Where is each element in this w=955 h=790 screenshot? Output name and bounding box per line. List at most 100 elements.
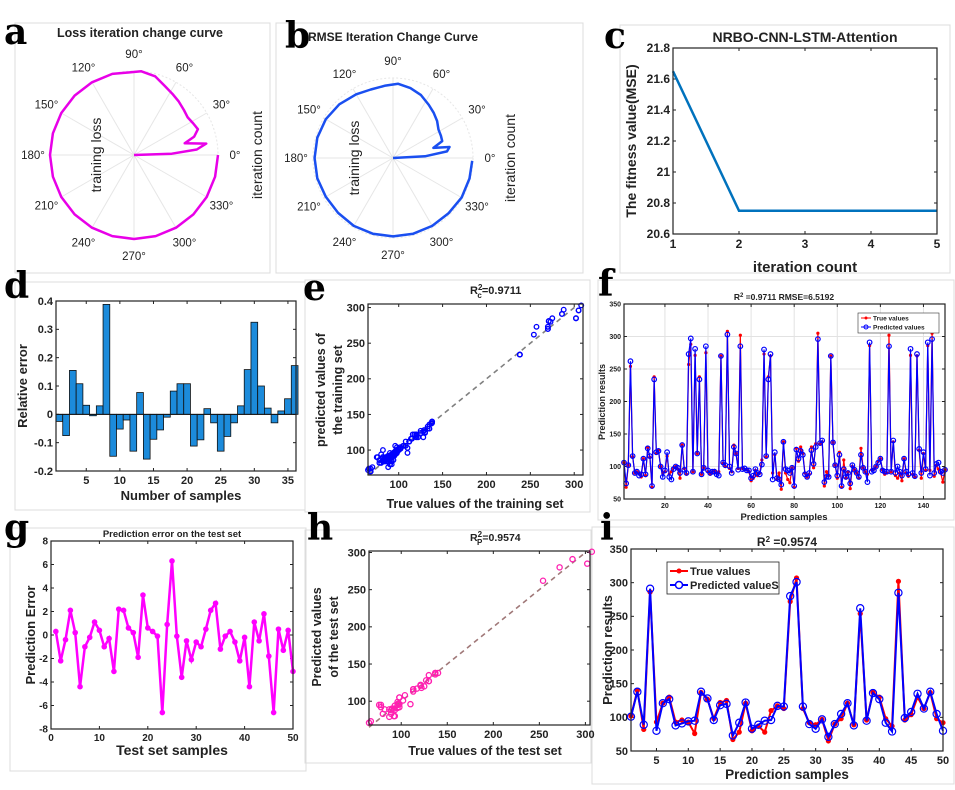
chart-e-ylabel-line1: predicted values of xyxy=(314,332,328,447)
panel-b-frame xyxy=(275,22,584,274)
chart-d-bar xyxy=(210,413,218,424)
chart-f-predicted-point xyxy=(750,472,757,479)
chart-f-predicted-point xyxy=(858,451,864,458)
chart-g-point xyxy=(53,628,59,635)
chart-f-predicted-point xyxy=(808,447,815,454)
chart-d-ylabel: Relative error xyxy=(15,344,30,428)
chart-h-xtick-label: 300 xyxy=(576,729,594,741)
chart-b-theta-tick-label: 240° xyxy=(333,237,357,249)
chart-d-bar xyxy=(69,370,77,415)
chart-d-bar xyxy=(257,385,265,415)
chart-f-predicted-point xyxy=(812,444,819,450)
chart-g-point xyxy=(67,607,74,614)
chart-h-point xyxy=(401,692,409,699)
chart-f-ytick-label: 200 xyxy=(609,399,621,406)
panel-h-frame xyxy=(304,529,592,764)
chart-i-predicted-point xyxy=(862,716,871,725)
chart-f-ytick-label: 150 xyxy=(609,431,621,438)
chart-a-polar-spoke xyxy=(91,154,135,228)
chart-d-xtick-label: 10 xyxy=(114,475,126,487)
chart-f-predicted-point xyxy=(627,358,634,365)
chart-d-xtick-label: 5 xyxy=(83,475,89,487)
chart-g-ytick-label: -2 xyxy=(39,654,48,665)
chart-f-predicted-point xyxy=(894,463,901,470)
chart-h-ytick-label: 200 xyxy=(348,622,366,634)
chart-b-theta-tick-label: 270° xyxy=(381,250,405,262)
chart-f-predicted-point xyxy=(679,442,686,448)
panel-letter-a: a xyxy=(4,11,27,53)
chart-f-predicted-point xyxy=(730,444,737,450)
chart-a-radial-label: training loss xyxy=(88,118,104,193)
chart-f-predicted-point xyxy=(920,449,927,456)
chart-i-xtick-label: 35 xyxy=(841,755,853,767)
chart-f-predicted-point xyxy=(931,470,938,476)
chart-h-point xyxy=(396,694,403,701)
chart-i-predicted-point xyxy=(754,720,763,729)
chart-d-bar xyxy=(122,413,131,421)
chart-i-ytick-label: 250 xyxy=(610,611,628,623)
chart-f-xtick-label: 20 xyxy=(661,503,669,510)
chart-i-ytick-label: 150 xyxy=(610,679,628,691)
chart-d-bar xyxy=(190,413,198,447)
chart-h-xtick-label: 250 xyxy=(530,729,548,741)
chart-i-predicted-point xyxy=(633,687,642,696)
chart-c-ytick-label: 21 xyxy=(657,165,671,179)
chart-d-xlabel: Number of samples xyxy=(121,488,242,503)
chart-e-point xyxy=(379,454,386,461)
chart-i-predicted-point xyxy=(690,716,699,725)
chart-a-theta-tick-label: 90° xyxy=(125,49,142,61)
chart-f-true-point xyxy=(887,333,891,337)
chart-f-axes-frame xyxy=(623,303,946,500)
chart-f-predicted-point xyxy=(778,481,785,488)
chart-e-xtick-label: 300 xyxy=(565,479,583,491)
chart-f-predicted-point xyxy=(819,437,826,444)
chart-f-predicted-point xyxy=(756,471,763,478)
chart-a-theta-tick-label: 150° xyxy=(35,100,59,112)
chart-a-theta-tick-label: 270° xyxy=(122,251,146,263)
chart-f-predicted-point xyxy=(726,463,733,470)
chart-b-theta-tick-label: 60° xyxy=(433,69,450,81)
chart-i-predicted-point xyxy=(798,702,808,711)
chart-e-point xyxy=(374,454,381,461)
chart-e-point xyxy=(417,427,424,434)
chart-f-predicted-point xyxy=(657,463,664,470)
chart-f-true-point xyxy=(859,446,863,450)
chart-b-theta-tick-label: 300° xyxy=(430,237,454,249)
chart-f-predicted-point xyxy=(644,445,651,452)
chart-a-polar-spoke xyxy=(133,154,207,198)
chart-f-predicted-point xyxy=(911,473,918,480)
chart-i-predicted-point xyxy=(773,701,782,711)
chart-a-polar-spoke xyxy=(91,82,135,156)
chart-i-predicted-point xyxy=(696,687,706,696)
chart-g-xtick-label: 40 xyxy=(239,733,251,744)
chart-f-predicted-point xyxy=(901,455,907,462)
chart-f-predicted-point xyxy=(728,470,735,476)
chart-h-axes: 100 150 200 250 300 100 150 200 250 300 xyxy=(348,547,595,741)
panel-letter-c: c xyxy=(604,15,626,57)
panel-letter-b: b xyxy=(285,15,310,57)
chart-h-point xyxy=(420,683,428,690)
chart-d-bar xyxy=(250,321,259,415)
chart-g-point xyxy=(256,638,262,644)
chart-f-true-point xyxy=(824,470,829,474)
chart-f-predicted-point xyxy=(763,453,770,460)
chart-a-theta-tick-label: 300° xyxy=(173,237,197,249)
chart-b-radial-label: training loss xyxy=(346,121,362,196)
chart-f-predicted-point xyxy=(830,439,836,446)
chart-d-bar xyxy=(55,413,64,422)
chart-b-polar-spoke xyxy=(392,157,434,228)
chart-f-title: R2 =0.9711 RMSE=6.5192 xyxy=(734,292,834,302)
chart-i-true-point xyxy=(634,687,640,694)
chart-f-predicted-point xyxy=(700,464,707,471)
chart-c-plot-area xyxy=(673,48,937,234)
chart-f-predicted-point xyxy=(640,455,647,462)
chart-c-title: NRBO-CNN-LSTM-Attention xyxy=(712,29,897,45)
chart-f-predicted-point xyxy=(709,468,716,475)
chart-a-polar-spoke xyxy=(61,112,135,156)
chart-e-ytick-label: 150 xyxy=(347,409,365,421)
chart-h-axes-frame xyxy=(368,550,591,726)
chart-h-point xyxy=(387,706,395,714)
chart-d-bar xyxy=(169,390,178,415)
chart-h-point xyxy=(417,682,424,689)
chart-e-ytick-label: 300 xyxy=(347,302,365,314)
